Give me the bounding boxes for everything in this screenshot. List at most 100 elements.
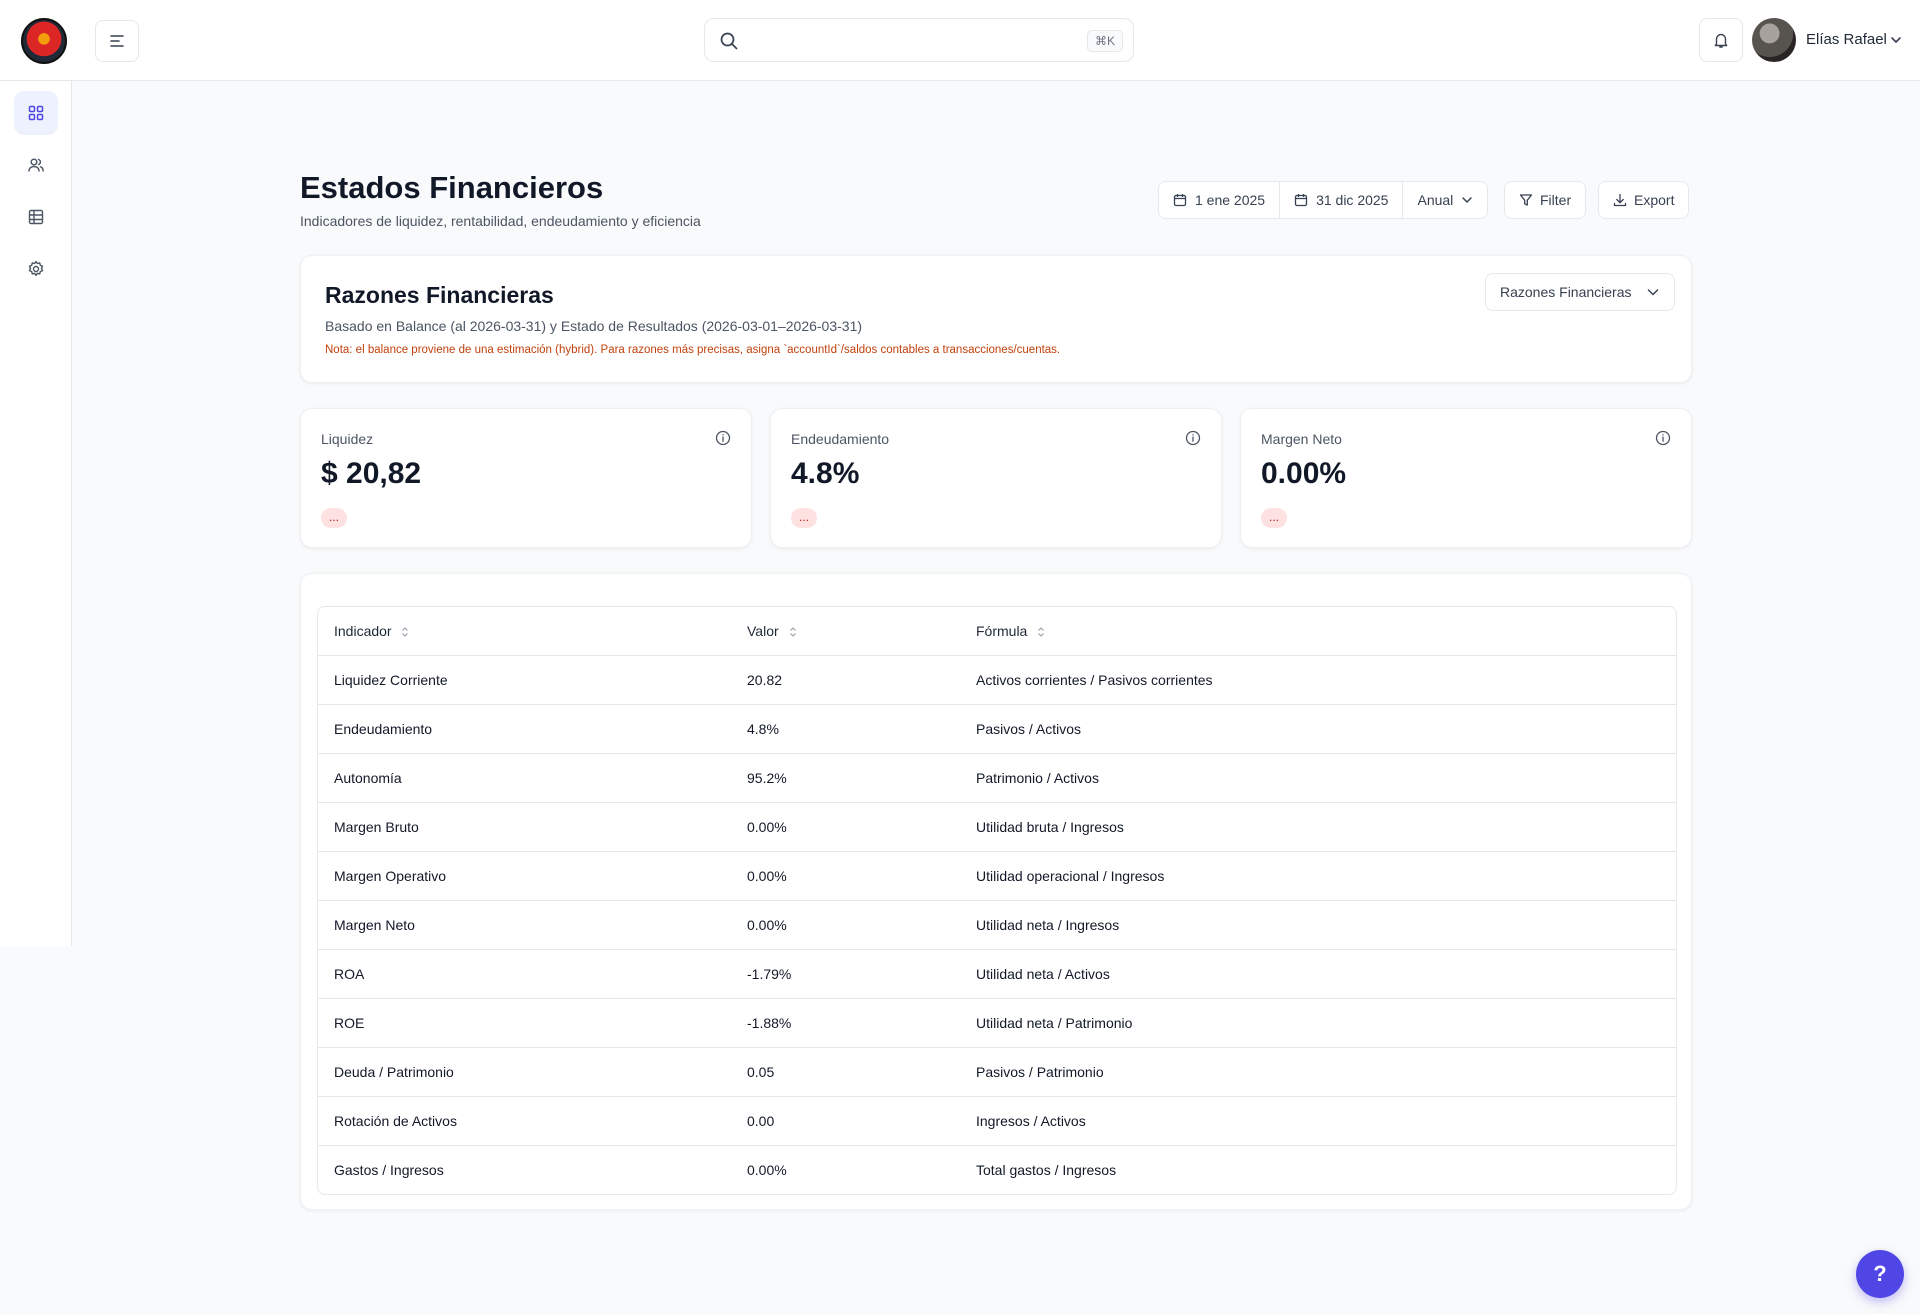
ratios-table-card: Indicador Valor Fórmula Liquidez Corrien… [300,573,1692,1210]
cell-formula: Utilidad neta / Activos [976,966,1110,982]
table-row: Autonomía 95.2% Patrimonio / Activos [318,754,1676,803]
download-icon [1613,193,1627,207]
header-label: Indicador [334,623,392,639]
date-from-label: 1 ene 2025 [1195,192,1266,208]
filter-icon [1519,194,1533,206]
kpi-badge: ... [321,508,348,528]
column-header-formula[interactable]: Fórmula [976,607,1045,656]
kpi-value: 0.00% [1261,457,1347,490]
table-row: Rotación de Activos 0.00 Ingresos / Activo… [318,1097,1676,1146]
chevron-down-icon[interactable] [1890,34,1902,46]
table-row: Margen Bruto 0.00% Utilidad bruta / Ingres… [318,803,1676,852]
ratios-table: Indicador Valor Fórmula Liquidez Corrien… [317,606,1677,1195]
cell-indicador: Margen Operativo [334,868,447,884]
export-label: Export [1634,192,1675,208]
info-icon[interactable] [1185,430,1201,446]
cell-valor: 0.00% [747,1162,787,1178]
period-label: Anual [1417,192,1454,208]
cell-indicador: Rotación de Activos [334,1113,457,1129]
cell-formula: Utilidad neta / Ingresos [976,917,1120,933]
ratios-card: Razones Financieras Basado en Balance (a… [300,255,1692,383]
report-type-select[interactable]: Razones Financieras [1485,273,1675,311]
cell-formula: Patrimonio / Activos [976,770,1099,786]
date-to-button[interactable]: 31 dic 2025 [1280,182,1404,218]
table-row: Margen Neto 0.00% Utilidad neta / Ingresos [318,901,1676,950]
filter-button[interactable]: Filter [1504,181,1587,219]
users-icon [28,158,44,172]
table-row: Deuda / Patrimonio 0.05 Pasivos / Patrimon… [318,1048,1676,1097]
chevron-down-icon [1647,289,1659,296]
cell-formula: Utilidad bruta / Ingresos [976,819,1124,835]
cell-formula: Utilidad neta / Patrimonio [976,1015,1133,1031]
export-button[interactable]: Export [1598,181,1690,219]
report-type-label: Razones Financieras [1500,284,1632,300]
column-header-valor[interactable]: Valor [747,607,797,656]
filter-label: Filter [1540,192,1572,208]
sort-icon [1038,627,1045,638]
kpi-value: $ 20,82 [321,457,422,490]
table-icon [28,209,44,225]
search-input[interactable]: ⌘K [704,18,1134,62]
kpi-label: Liquidez [321,431,374,447]
sort-icon [402,627,409,638]
calendar-icon [1294,194,1308,207]
page-title: Estados Financieros [300,170,604,205]
date-to-label: 31 dic 2025 [1316,192,1389,208]
cell-valor: 20.82 [747,672,783,688]
kpi-label: Endeudamiento [791,431,890,447]
cell-indicador: Gastos / Ingresos [334,1162,444,1178]
cell-indicador: Margen Neto [334,917,415,933]
kpi-card-margen-neto: Margen Neto 0.00% ... [1240,408,1692,548]
table-row: Gastos / Ingresos 0.00% Total gastos / Ing… [318,1146,1676,1194]
cell-valor: 95.2% [747,770,787,786]
cell-formula: Activos corrientes / Pasivos corrientes [976,672,1213,688]
cell-valor: 0.00% [747,917,787,933]
cell-formula: Pasivos / Activos [976,721,1082,737]
kpi-card-endeudamiento: Endeudamiento 4.8% ... [770,408,1222,548]
period-select[interactable]: Anual [1403,182,1487,218]
kpi-card-liquidez: Liquidez $ 20,82 ... [300,408,752,548]
user-avatar[interactable] [1752,18,1796,62]
cell-indicador: Deuda / Patrimonio [334,1064,454,1080]
help-button[interactable]: ? [1856,1250,1904,1298]
date-from-button[interactable]: 1 ene 2025 [1159,182,1281,218]
app-logo[interactable] [21,18,67,64]
gear-icon [28,260,44,276]
table-header-row: Indicador Valor Fórmula [318,607,1676,656]
table-row: Endeudamiento 4.8% Pasivos / Activos [318,705,1676,754]
top-bar: ⌘K Elías Rafael [0,0,1920,81]
kpi-value: 4.8% [791,457,860,490]
cell-valor: 0.05 [747,1064,775,1080]
cell-formula: Pasivos / Patrimonio [976,1064,1104,1080]
sidebar-item-settings[interactable] [14,247,58,291]
calendar-icon [1173,194,1187,207]
cell-formula: Total gastos / Ingresos [976,1162,1117,1178]
kpi-label: Margen Neto [1261,431,1342,447]
info-icon[interactable] [1655,430,1671,446]
user-name[interactable]: Elías Rafael [1806,31,1887,48]
sort-icon [789,627,796,638]
cell-valor: 0.00% [747,868,787,884]
cell-valor: -1.88% [747,1015,792,1031]
kpi-badge: ... [1261,508,1288,528]
sidebar-item-users[interactable] [14,143,58,187]
header-label: Fórmula [976,623,1028,639]
cell-valor: -1.79% [747,966,792,982]
grid-icon [28,105,44,121]
sidebar [0,81,72,946]
cell-indicador: Autonomía [334,770,402,786]
cell-indicador: Endeudamiento [334,721,433,737]
table-row: ROA -1.79% Utilidad neta / Activos [318,950,1676,999]
notifications-button[interactable] [1699,18,1743,62]
cell-formula: Ingresos / Activos [976,1113,1086,1129]
table-row: ROE -1.88% Utilidad neta / Patrimonio [318,999,1676,1048]
menu-toggle-button[interactable] [95,20,139,62]
date-range-picker: 1 ene 2025 31 dic 2025 Anual [1158,181,1489,219]
search-shortcut-badge: ⌘K [1086,30,1123,52]
sidebar-item-dashboard[interactable] [14,91,58,135]
cell-indicador: ROE [334,1015,365,1031]
sidebar-item-table[interactable] [14,195,58,239]
column-header-indicador[interactable]: Indicador [334,607,409,656]
info-icon[interactable] [715,430,731,446]
kpi-badge: ... [791,508,818,528]
